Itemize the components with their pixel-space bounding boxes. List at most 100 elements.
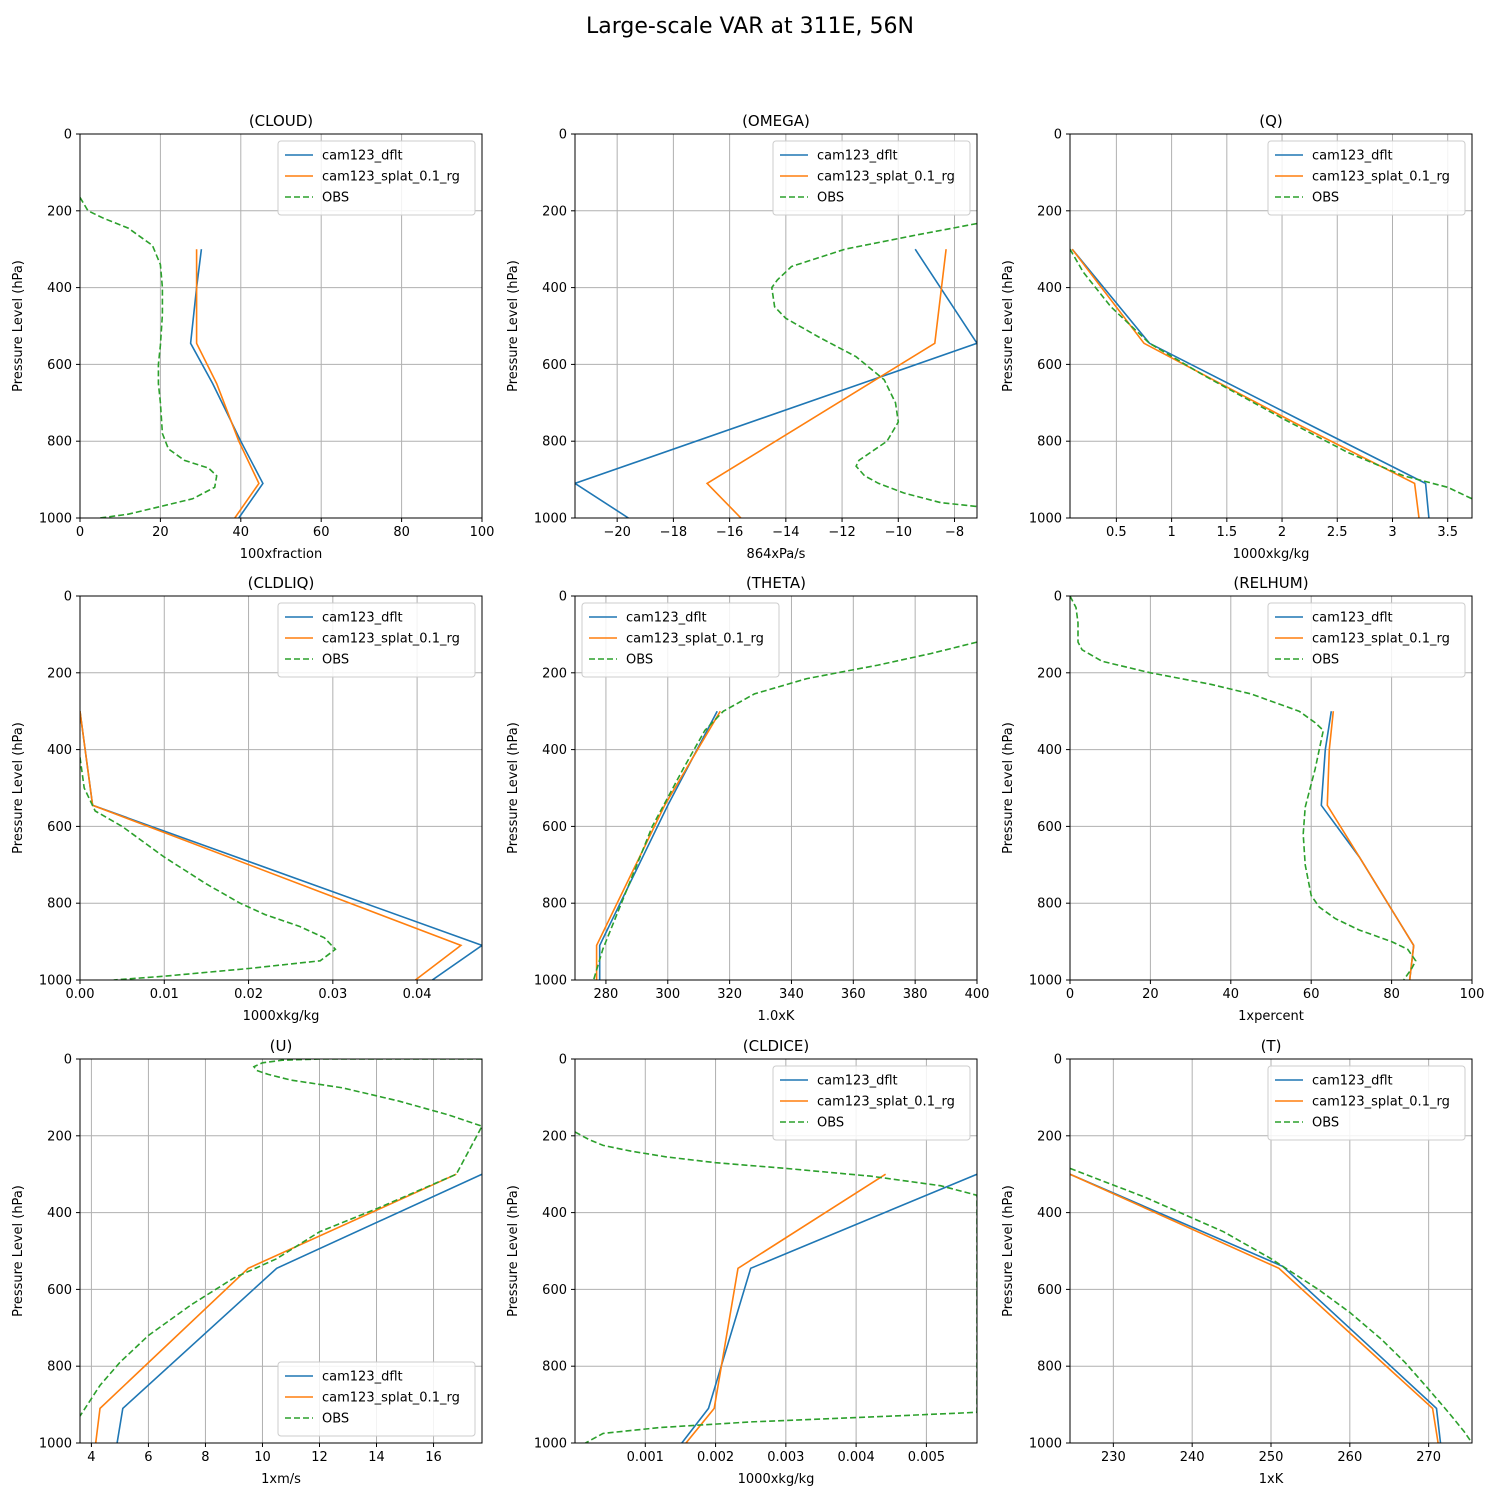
series-line-cam123-dflt <box>598 710 718 980</box>
series-line-cam123-splat-0-1-rg <box>1071 248 1420 518</box>
axes-frame <box>79 1058 483 1444</box>
x-tick-label: 6 <box>144 1450 152 1465</box>
subplot-q: 0.5 1 1.5 2 2.5 3 3.5 0 200 400 600 800 1000 (Q) 1000x… <box>1001 112 1473 562</box>
subplot-u: 4 6 8 10 12 14 16 0 200 400 600 800 1000 (U) 1xm/s Pres… <box>11 1037 483 1487</box>
y-tick-label: 400 <box>542 1206 567 1221</box>
x-tick-label: 80 <box>393 525 410 540</box>
axes-frame <box>79 133 483 519</box>
y-tick-label: 200 <box>47 1129 72 1144</box>
x-axis-label: 1000xkg/kg <box>243 1009 320 1024</box>
legend-label: cam123_splat_0.1_rg <box>322 1391 460 1406</box>
legend: cam123_dflt cam123_splat_0.1_rg OBS <box>277 1361 476 1437</box>
x-tick-label: 100 <box>470 525 495 540</box>
x-axis-label: 1xpercent <box>1238 1009 1304 1024</box>
y-tick-label: 1000 <box>534 1437 567 1452</box>
legend-label: cam123_splat_0.1_rg <box>626 632 764 647</box>
series-line-obs <box>80 196 218 518</box>
y-tick-label: 200 <box>542 666 567 681</box>
legend-label: cam123_dflt <box>626 611 707 626</box>
y-tick-label: 400 <box>542 281 567 296</box>
subplot-title: (T) <box>1261 1037 1282 1055</box>
series-line-cam123-splat-0-1-rg <box>1326 711 1415 980</box>
x-tick-label: 2.5 <box>1327 525 1348 540</box>
legend-label: cam123_dflt <box>1312 1074 1393 1089</box>
x-tick-label: −16 <box>716 525 743 540</box>
x-axis-label: 1xm/s <box>261 1472 301 1487</box>
y-tick-label: 0 <box>1054 590 1062 605</box>
subplot-title: (RELHUM) <box>1233 574 1308 592</box>
axes-frame <box>79 595 483 981</box>
legend-box <box>1267 1065 1466 1141</box>
y-tick-label: 800 <box>542 897 567 912</box>
y-tick-label: 1000 <box>1029 1437 1062 1452</box>
y-axis-label: Pressure Level (hPa) <box>1001 1185 1016 1317</box>
subplot-title: (Q) <box>1259 112 1283 130</box>
y-tick-label: 0 <box>64 128 72 143</box>
y-tick-label: 800 <box>542 1360 567 1375</box>
y-tick-label: 800 <box>47 1360 72 1375</box>
y-tick-label: 1000 <box>39 974 72 989</box>
series-line-cam123-dflt <box>80 711 482 980</box>
x-tick-label: 280 <box>594 987 619 1002</box>
series-line-cam123-dflt <box>1071 248 1430 518</box>
x-tick-label: 380 <box>903 987 928 1002</box>
legend-label: OBS <box>1312 191 1339 206</box>
legend-label: cam123_splat_0.1_rg <box>1312 1095 1450 1110</box>
y-tick-label: 400 <box>47 743 72 758</box>
y-tick-label: 0 <box>64 1053 72 1068</box>
x-tick-label: 0.003 <box>767 1450 804 1465</box>
y-axis-label: Pressure Level (hPa) <box>506 260 521 392</box>
x-tick-label: 10 <box>254 1450 271 1465</box>
x-tick-label: 4 <box>87 1450 95 1465</box>
x-tick-label: 60 <box>313 525 330 540</box>
axes-frame <box>1069 133 1473 519</box>
subplot-relhum: 0 20 40 60 80 10002004006008001000(RELHUM)1xp… <box>1001 574 1484 1024</box>
y-tick-label: 0 <box>559 1053 567 1068</box>
legend-label: cam123_dflt <box>817 1074 898 1089</box>
legend-box <box>772 1065 971 1141</box>
x-tick-label: 1.5 <box>1216 525 1237 540</box>
y-tick-label: 200 <box>1037 666 1062 681</box>
y-axis-label: Pressure Level (hPa) <box>11 260 26 392</box>
x-tick-label: −12 <box>828 525 855 540</box>
y-tick-label: 600 <box>47 820 72 835</box>
y-tick-label: 600 <box>47 1283 72 1298</box>
y-axis-label: Pressure Level (hPa) <box>1001 260 1016 392</box>
series-line-obs <box>1070 248 1472 500</box>
x-axis-label: 1000xkg/kg <box>1233 547 1310 562</box>
subplot-title: (OMEGA) <box>742 112 810 130</box>
subplot-cloud: 0 20 40 60 80 10002004006008001000(CLOUD)100x… <box>11 112 494 562</box>
axes-frame <box>574 595 978 981</box>
y-tick-label: 1000 <box>534 512 567 527</box>
x-tick-label: 0.002 <box>697 1450 734 1465</box>
legend-label: OBS <box>322 191 349 206</box>
x-tick-label: 0.04 <box>403 987 432 1002</box>
legend-label: cam123_splat_0.1_rg <box>817 1095 955 1110</box>
subplot-title: (U) <box>270 1037 293 1055</box>
series-line-obs <box>770 222 977 508</box>
y-tick-label: 1000 <box>1029 974 1062 989</box>
y-tick-label: 200 <box>1037 1129 1062 1144</box>
x-tick-label: 0.03 <box>318 987 347 1002</box>
y-tick-label: 400 <box>542 743 567 758</box>
legend-label: cam123_splat_0.1_rg <box>1312 632 1450 647</box>
legend-label: OBS <box>1312 1116 1339 1131</box>
x-tick-label: −8 <box>945 525 964 540</box>
y-tick-label: 800 <box>542 435 567 450</box>
legend: cam123_dflt cam123_splat_0.1_rg OBS <box>772 140 971 216</box>
y-tick-label: 600 <box>1037 820 1062 835</box>
y-tick-label: 600 <box>542 1283 567 1298</box>
subplot-title: (CLDICE) <box>743 1037 809 1055</box>
y-tick-label: 800 <box>47 435 72 450</box>
x-tick-label: 260 <box>1337 1450 1362 1465</box>
x-axis-label: 100xfraction <box>240 547 322 562</box>
x-tick-label: 0.00 <box>66 987 95 1002</box>
legend-box <box>1267 602 1466 678</box>
series-line-obs <box>80 757 337 980</box>
subplot-title: (CLDLIQ) <box>248 574 315 592</box>
x-axis-label: 864xPa/s <box>747 547 806 562</box>
x-axis-label: 1.0xK <box>758 1009 795 1024</box>
y-tick-label: 1000 <box>39 1437 72 1452</box>
legend-box <box>277 1361 476 1437</box>
x-tick-label: 0.001 <box>627 1450 664 1465</box>
